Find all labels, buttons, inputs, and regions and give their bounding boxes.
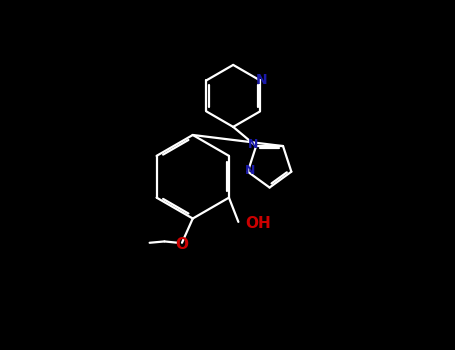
Text: N: N <box>245 164 256 177</box>
Text: N: N <box>256 73 267 87</box>
Text: O: O <box>176 237 188 252</box>
Text: N: N <box>248 138 258 151</box>
Text: OH: OH <box>245 216 271 231</box>
